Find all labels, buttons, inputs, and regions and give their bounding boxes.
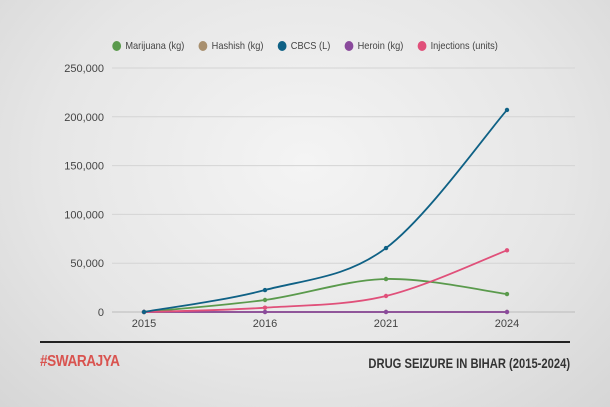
chart-title: DRUG SEIZURE IN BIHAR (2015-2024) — [368, 355, 570, 371]
legend-label: Hashish (kg) — [211, 40, 264, 52]
legend-item[interactable]: Heroin (kg) — [344, 40, 403, 52]
legend-label: Marijuana (kg) — [125, 40, 185, 52]
legend-label: Heroin (kg) — [357, 40, 404, 52]
data-point — [504, 248, 510, 253]
data-point — [383, 293, 389, 299]
legend: Marijuana (kg) Hashish (kg) CBCS (L) Heroin… — [37, 40, 574, 52]
legend-item[interactable]: Injections (units) — [417, 40, 498, 52]
data-point — [262, 297, 268, 303]
legend-item[interactable]: Hashish (kg) — [198, 40, 264, 52]
y-tick-label: 250,000 — [64, 63, 104, 75]
series-line-marijuana — [143, 278, 508, 313]
data-point — [141, 309, 147, 315]
data-point — [383, 309, 389, 315]
legend-item[interactable]: Marijuana (kg) — [112, 40, 184, 52]
legend-label: CBCS (L) — [290, 40, 331, 52]
data-point — [383, 245, 389, 251]
legend-dot-icon — [198, 41, 208, 51]
data-point — [383, 276, 389, 282]
footer-divider — [40, 341, 570, 343]
legend-dot-icon — [277, 41, 287, 51]
legend-item[interactable]: CBCS (L) — [277, 40, 331, 52]
legend-dot-icon — [344, 41, 354, 51]
series-line-injections — [143, 249, 508, 313]
series-line-cbcs — [143, 109, 508, 313]
x-tick-label: 2021 — [374, 318, 398, 330]
legend-label: Injections (units) — [430, 40, 498, 52]
y-tick-label: 0 — [98, 307, 104, 319]
x-tick-label: 2024 — [495, 318, 519, 330]
y-tick-label: 150,000 — [64, 161, 104, 173]
data-point — [504, 309, 510, 315]
brand-logo: #SWARAJYA — [40, 353, 120, 370]
x-tick-label: 2015 — [132, 318, 156, 330]
data-point — [504, 291, 510, 297]
data-point — [262, 305, 268, 310]
y-tick-label: 100,000 — [64, 209, 104, 221]
y-tick-label: 200,000 — [64, 112, 104, 124]
x-tick-label: 2016 — [253, 318, 277, 330]
data-point — [504, 107, 510, 113]
data-point — [262, 309, 268, 315]
data-point — [262, 287, 268, 293]
legend-dot-icon — [112, 41, 121, 51]
legend-dot-icon — [417, 41, 427, 51]
y-tick-label: 50,000 — [70, 258, 104, 270]
